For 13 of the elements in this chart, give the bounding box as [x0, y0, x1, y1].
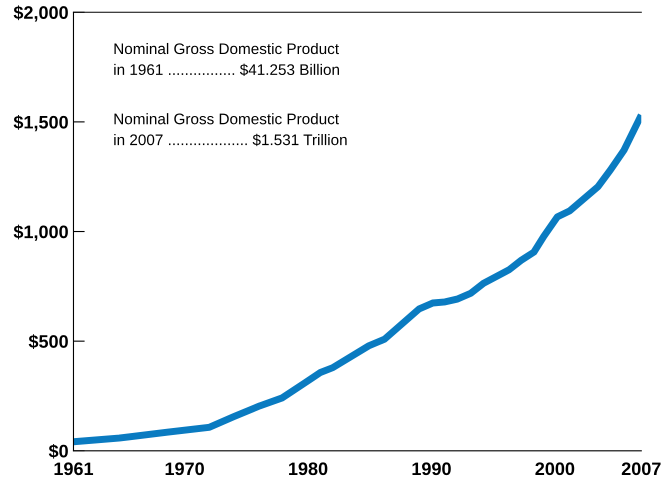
x-tick-label: 2007	[622, 462, 661, 476]
y-tick-label: $1,000	[14, 224, 68, 241]
x-tick-label: 2000	[535, 462, 574, 476]
y-tick-label: $1,500	[14, 115, 68, 132]
annotation: Nominal Gross Domestic Product in 1961 ................ $41.253 Billion	[114, 42, 339, 76]
x-tick-label: 1980	[289, 462, 328, 476]
x-tick-label: 1961	[54, 462, 94, 476]
annotation: Nominal Gross Domestic Product in 2007 ................... $1.531 Trillion	[114, 113, 347, 146]
x-tick-label: 1990	[412, 462, 451, 476]
y-tick-label: $500	[28, 334, 68, 350]
y-tick-label: $0	[48, 444, 68, 459]
y-tick-label: $2,000	[14, 5, 68, 22]
x-tick-label: 1970	[166, 462, 204, 476]
